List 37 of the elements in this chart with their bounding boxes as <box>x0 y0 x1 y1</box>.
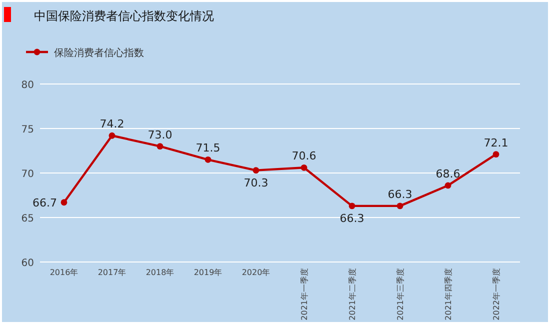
y-tick-label: 80 <box>21 80 34 91</box>
data-label: 70.6 <box>292 150 316 163</box>
x-tick-label: 2021年四季度 <box>444 268 453 320</box>
x-tick-label: 2021年二季度 <box>348 268 357 320</box>
point <box>492 151 500 158</box>
data-label: 72.1 <box>484 136 508 150</box>
chart-title: 中国保险消费者信心指数变化情况 <box>34 9 214 23</box>
y-tick-label: 65 <box>21 214 34 224</box>
point <box>60 199 68 206</box>
data-label: 68.6 <box>436 167 460 180</box>
data-label: 66.3 <box>388 188 412 201</box>
x-tick-label: 2020年 <box>242 268 270 277</box>
point <box>252 167 260 174</box>
x-tick-label: 2022年一季度 <box>492 268 501 320</box>
x-tick-label: 2019年 <box>194 268 222 277</box>
point <box>204 156 212 163</box>
legend-label: 保险消费者信心指数 <box>54 47 144 59</box>
data-label: 71.5 <box>196 142 220 155</box>
x-tick-label: 2021年三季度 <box>396 268 405 320</box>
y-tick-label: 75 <box>21 124 34 136</box>
y-tick-label: 70 <box>21 169 34 180</box>
point <box>444 182 452 189</box>
data-label: 73.0 <box>148 128 172 142</box>
point <box>348 202 356 210</box>
x-tick-label: 2021年一季度 <box>300 268 309 320</box>
point <box>300 164 308 171</box>
data-label: 74.2 <box>100 118 124 131</box>
y-tick-label: 60 <box>21 258 34 269</box>
point <box>396 202 404 210</box>
x-tick-label: 2017年 <box>98 268 126 277</box>
point <box>108 132 116 139</box>
data-label: 66.3 <box>340 212 364 225</box>
data-label: 66.7 <box>32 196 57 210</box>
point <box>156 143 164 150</box>
data-label: 70.3 <box>244 176 268 190</box>
x-tick-label: 2018年 <box>146 268 174 277</box>
x-tick-label: 2016年 <box>50 268 78 277</box>
